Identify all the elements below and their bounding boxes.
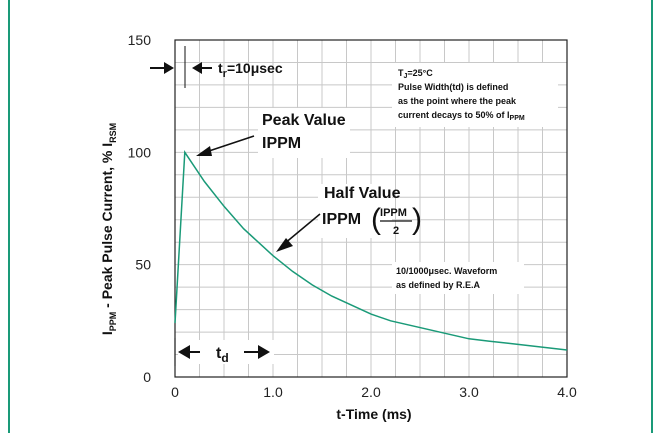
y-label-sub: PPM <box>108 312 118 332</box>
waveform-note-bg <box>392 262 524 294</box>
fraction-denominator: 2 <box>393 225 399 237</box>
y-label-sub2: RSM <box>108 123 118 143</box>
fraction-right-paren: ) <box>412 203 422 236</box>
note-line-1: Pulse Width(td) is defined <box>398 82 508 92</box>
cond-sub: J <box>404 73 408 80</box>
y-label-rest: - Peak Pulse Current, % I <box>99 143 115 312</box>
peak-annotation: Peak Value IPPM <box>196 108 350 158</box>
td-arrowhead-right <box>258 345 270 359</box>
waveform-line-2: as defined by R.E.A <box>396 280 481 290</box>
tr-rest: =10μsec <box>227 60 283 76</box>
y-tick-label: 100 <box>128 144 152 160</box>
peak-main: I <box>262 135 266 152</box>
td-annotation: td <box>174 338 274 366</box>
x-tick-label: 2.0 <box>361 384 381 400</box>
y-tick-label: 150 <box>128 32 152 48</box>
x-axis-label: t-Time (ms) <box>336 406 411 422</box>
peak-arrow-line <box>205 135 255 153</box>
cond-rest: =25°C <box>407 68 433 78</box>
half-sub: PPM <box>326 211 361 228</box>
tr-main: t <box>218 60 223 76</box>
td-label: td <box>216 345 229 365</box>
plot-border <box>174 39 568 378</box>
series-line <box>174 150 568 351</box>
td-main: t <box>216 345 222 362</box>
peak-arrowhead <box>196 146 212 156</box>
note3-main: current decays to 50% of I <box>398 110 510 120</box>
frac-num-main: I <box>380 207 383 219</box>
tr-arrowhead-right <box>192 62 202 74</box>
half-main: I <box>322 211 326 228</box>
peak-sub: PPM <box>266 135 301 152</box>
y-axis-label: IPPM - Peak Pulse Current, % IRSM <box>99 123 118 335</box>
td-sub: d <box>221 351 228 365</box>
frac-num-sub: PPM <box>383 207 407 219</box>
axis-ticks: 0 1.0 2.0 3.0 4.0 0 50 100 150 <box>128 32 577 400</box>
tr-annotation: tr=10μsec <box>150 46 283 88</box>
y-tick-label: 50 <box>135 257 151 273</box>
x-tick-label: 3.0 <box>459 384 479 400</box>
x-tick-label: 1.0 <box>263 384 283 400</box>
peak-label-line1: Peak Value <box>262 112 346 129</box>
tr-label: tr=10μsec <box>218 60 283 80</box>
y-tick-label: 0 <box>143 369 151 385</box>
half-arrow-line <box>283 213 321 245</box>
half-label-line1: Half Value <box>324 185 401 202</box>
half-label-line2: IPPM <box>322 211 361 228</box>
waveform-line-1: 10/1000μsec. Waveform <box>396 266 497 276</box>
figure-frame <box>8 0 653 433</box>
y-label-main: I <box>99 331 115 335</box>
note3-sub: PPM <box>510 115 525 122</box>
half-arrowhead <box>276 238 293 252</box>
td-arrowhead-left <box>178 345 190 359</box>
x-tick-label: 0 <box>171 384 179 400</box>
conditions-temp: TJ=25°C <box>398 68 433 80</box>
note-line-3: current decays to 50% of IPPM <box>398 110 525 122</box>
peak-label-bg <box>258 108 350 158</box>
series-group <box>174 150 568 351</box>
waveform-note: 10/1000μsec. Waveform as defined by R.E.… <box>392 262 524 294</box>
half-value-annotation: Half Value IPPM ( IPPM 2 ) <box>276 184 422 252</box>
fraction-left-paren: ( <box>371 203 381 236</box>
conditions-note: TJ=25°C Pulse Width(td) is defined as th… <box>392 63 558 127</box>
tr-arrowhead-left <box>164 62 174 74</box>
conditions-note-bg <box>392 63 558 127</box>
x-tick-label: 4.0 <box>557 384 577 400</box>
tr-sub: r <box>223 68 228 80</box>
fraction-numerator: IPPM <box>380 207 407 219</box>
cond-main: T <box>398 68 404 78</box>
note-line-2: as the point where the peak <box>398 96 517 106</box>
peak-label-line2: IPPM <box>262 135 301 152</box>
half-label-bg <box>318 184 392 238</box>
